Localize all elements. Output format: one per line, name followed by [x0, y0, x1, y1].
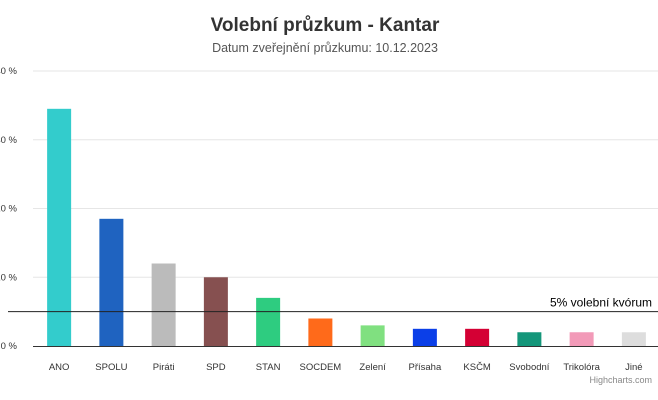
bar-jiné[interactable] — [621, 332, 646, 346]
y-tick-label: 40 % — [0, 66, 18, 77]
x-tick-label: Piráti — [153, 362, 175, 373]
x-tick-label: Trikolóra — [563, 362, 600, 373]
bar-ksčm[interactable] — [465, 328, 490, 346]
x-tick-label: SPD — [206, 362, 226, 373]
bar-piráti[interactable] — [151, 263, 176, 347]
y-tick-label: 20 % — [0, 204, 18, 215]
bar-zelení[interactable] — [360, 325, 385, 346]
x-tick-label: SOCDEM — [300, 362, 342, 373]
bar-spolu[interactable] — [99, 218, 124, 346]
bar-ano[interactable] — [47, 108, 72, 346]
x-tick-label: ANO — [49, 362, 70, 373]
bar-svobodní[interactable] — [517, 332, 542, 346]
chart-subtitle: Datum zveřejnění průzkumu: 10.12.2023 — [212, 41, 438, 55]
x-tick-label: Svobodní — [509, 362, 550, 373]
highcharts-credit[interactable]: Highcharts.com — [589, 375, 652, 385]
x-tick-label: KSČM — [463, 362, 491, 373]
threshold-label: 5% volební kvórum — [550, 296, 652, 310]
chart-title: Volební průzkum - Kantar — [211, 15, 440, 36]
y-tick-label: 30 % — [0, 135, 18, 146]
x-axis-labels: ANO SPOLU Piráti SPD STAN SOCDEM Zelení Přísaha… — [49, 362, 643, 373]
x-tick-label: Přísaha — [409, 362, 442, 373]
x-tick-label: SPOLU — [95, 362, 127, 373]
y-tick-label: 0 % — [1, 341, 18, 352]
bar-stan[interactable] — [256, 297, 281, 346]
grid-lines — [33, 70, 658, 278]
bars — [47, 108, 646, 347]
bar-přísaha[interactable] — [412, 328, 437, 346]
x-tick-label: Zelení — [359, 362, 386, 373]
x-tick-label: Jiné — [625, 362, 642, 373]
x-tick-label: STAN — [256, 362, 281, 373]
bar-trikolóra[interactable] — [569, 332, 594, 346]
y-axis-ticks: 0 % 10 % 20 % 30 % 40 % — [0, 66, 18, 352]
y-tick-label: 10 % — [0, 272, 18, 283]
bar-socdem[interactable] — [308, 318, 333, 347]
